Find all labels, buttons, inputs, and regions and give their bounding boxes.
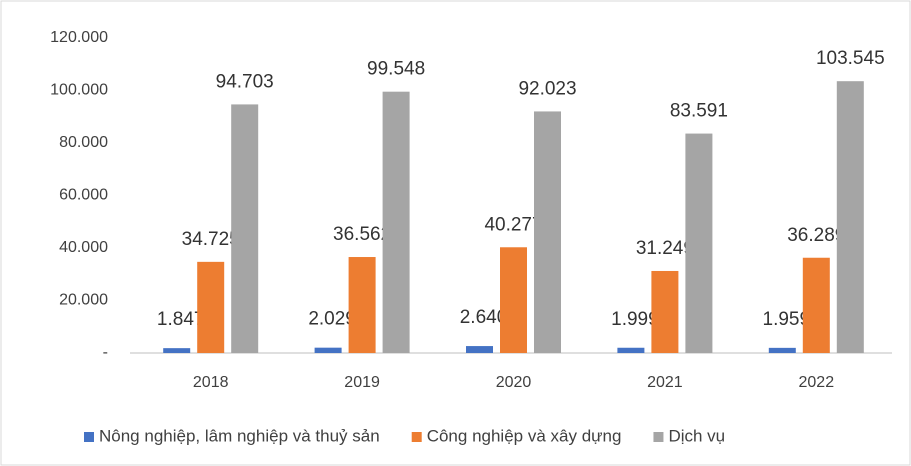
legend-label: Nông nghiệp, lâm nghiệp và thuỷ sản [99, 426, 380, 445]
value-label: 31.249 [636, 238, 694, 259]
value-label: 92.023 [518, 78, 576, 99]
value-label: 94.703 [216, 71, 274, 92]
value-label: 103.545 [816, 48, 885, 69]
value-label: 99.548 [367, 59, 425, 80]
y-tick-label: 100.000 [50, 82, 108, 99]
bar [314, 347, 342, 353]
y-tick-label: 40.000 [59, 239, 108, 256]
bar [500, 247, 527, 353]
x-tick-label: 2019 [344, 374, 380, 391]
value-label: 1.959 [763, 309, 811, 330]
value-label: 40.277 [484, 214, 542, 235]
legend-label: Dịch vụ [668, 426, 725, 445]
bar [651, 270, 679, 353]
bar [197, 261, 225, 353]
value-label: 2.640 [460, 307, 508, 328]
bar [348, 257, 376, 353]
bar [163, 348, 191, 353]
value-label: 36.562 [333, 224, 391, 245]
y-tick-label: 20.000 [59, 292, 108, 309]
bar [836, 81, 864, 354]
bar [466, 346, 493, 353]
value-label: 83.591 [670, 101, 728, 122]
legend-swatch [84, 432, 94, 442]
bar [685, 133, 713, 353]
value-label: 34.725 [182, 229, 240, 250]
y-tick-label: 120.000 [50, 29, 108, 46]
bar [382, 91, 410, 354]
y-tick-label: 60.000 [59, 187, 108, 204]
bar [534, 111, 561, 353]
value-label: 1.847 [157, 309, 205, 330]
bar [768, 347, 796, 353]
bar [802, 257, 830, 353]
y-tick-label: 80.000 [59, 134, 108, 151]
value-label: 1.999 [611, 309, 659, 330]
y-tick-label: - [103, 344, 108, 361]
legend-swatch [411, 432, 422, 442]
value-label: 2.029 [308, 309, 356, 330]
x-tick-label: 2018 [193, 374, 229, 391]
bar [231, 104, 259, 353]
x-tick-label: 2022 [799, 374, 835, 391]
bar [617, 347, 645, 353]
legend-swatch [653, 432, 664, 442]
value-label: 36.289 [787, 225, 845, 246]
legend-label: Công nghiệp và xây dựng [427, 426, 622, 445]
x-tick-label: 2021 [647, 374, 683, 391]
x-tick-label: 2020 [496, 374, 532, 391]
